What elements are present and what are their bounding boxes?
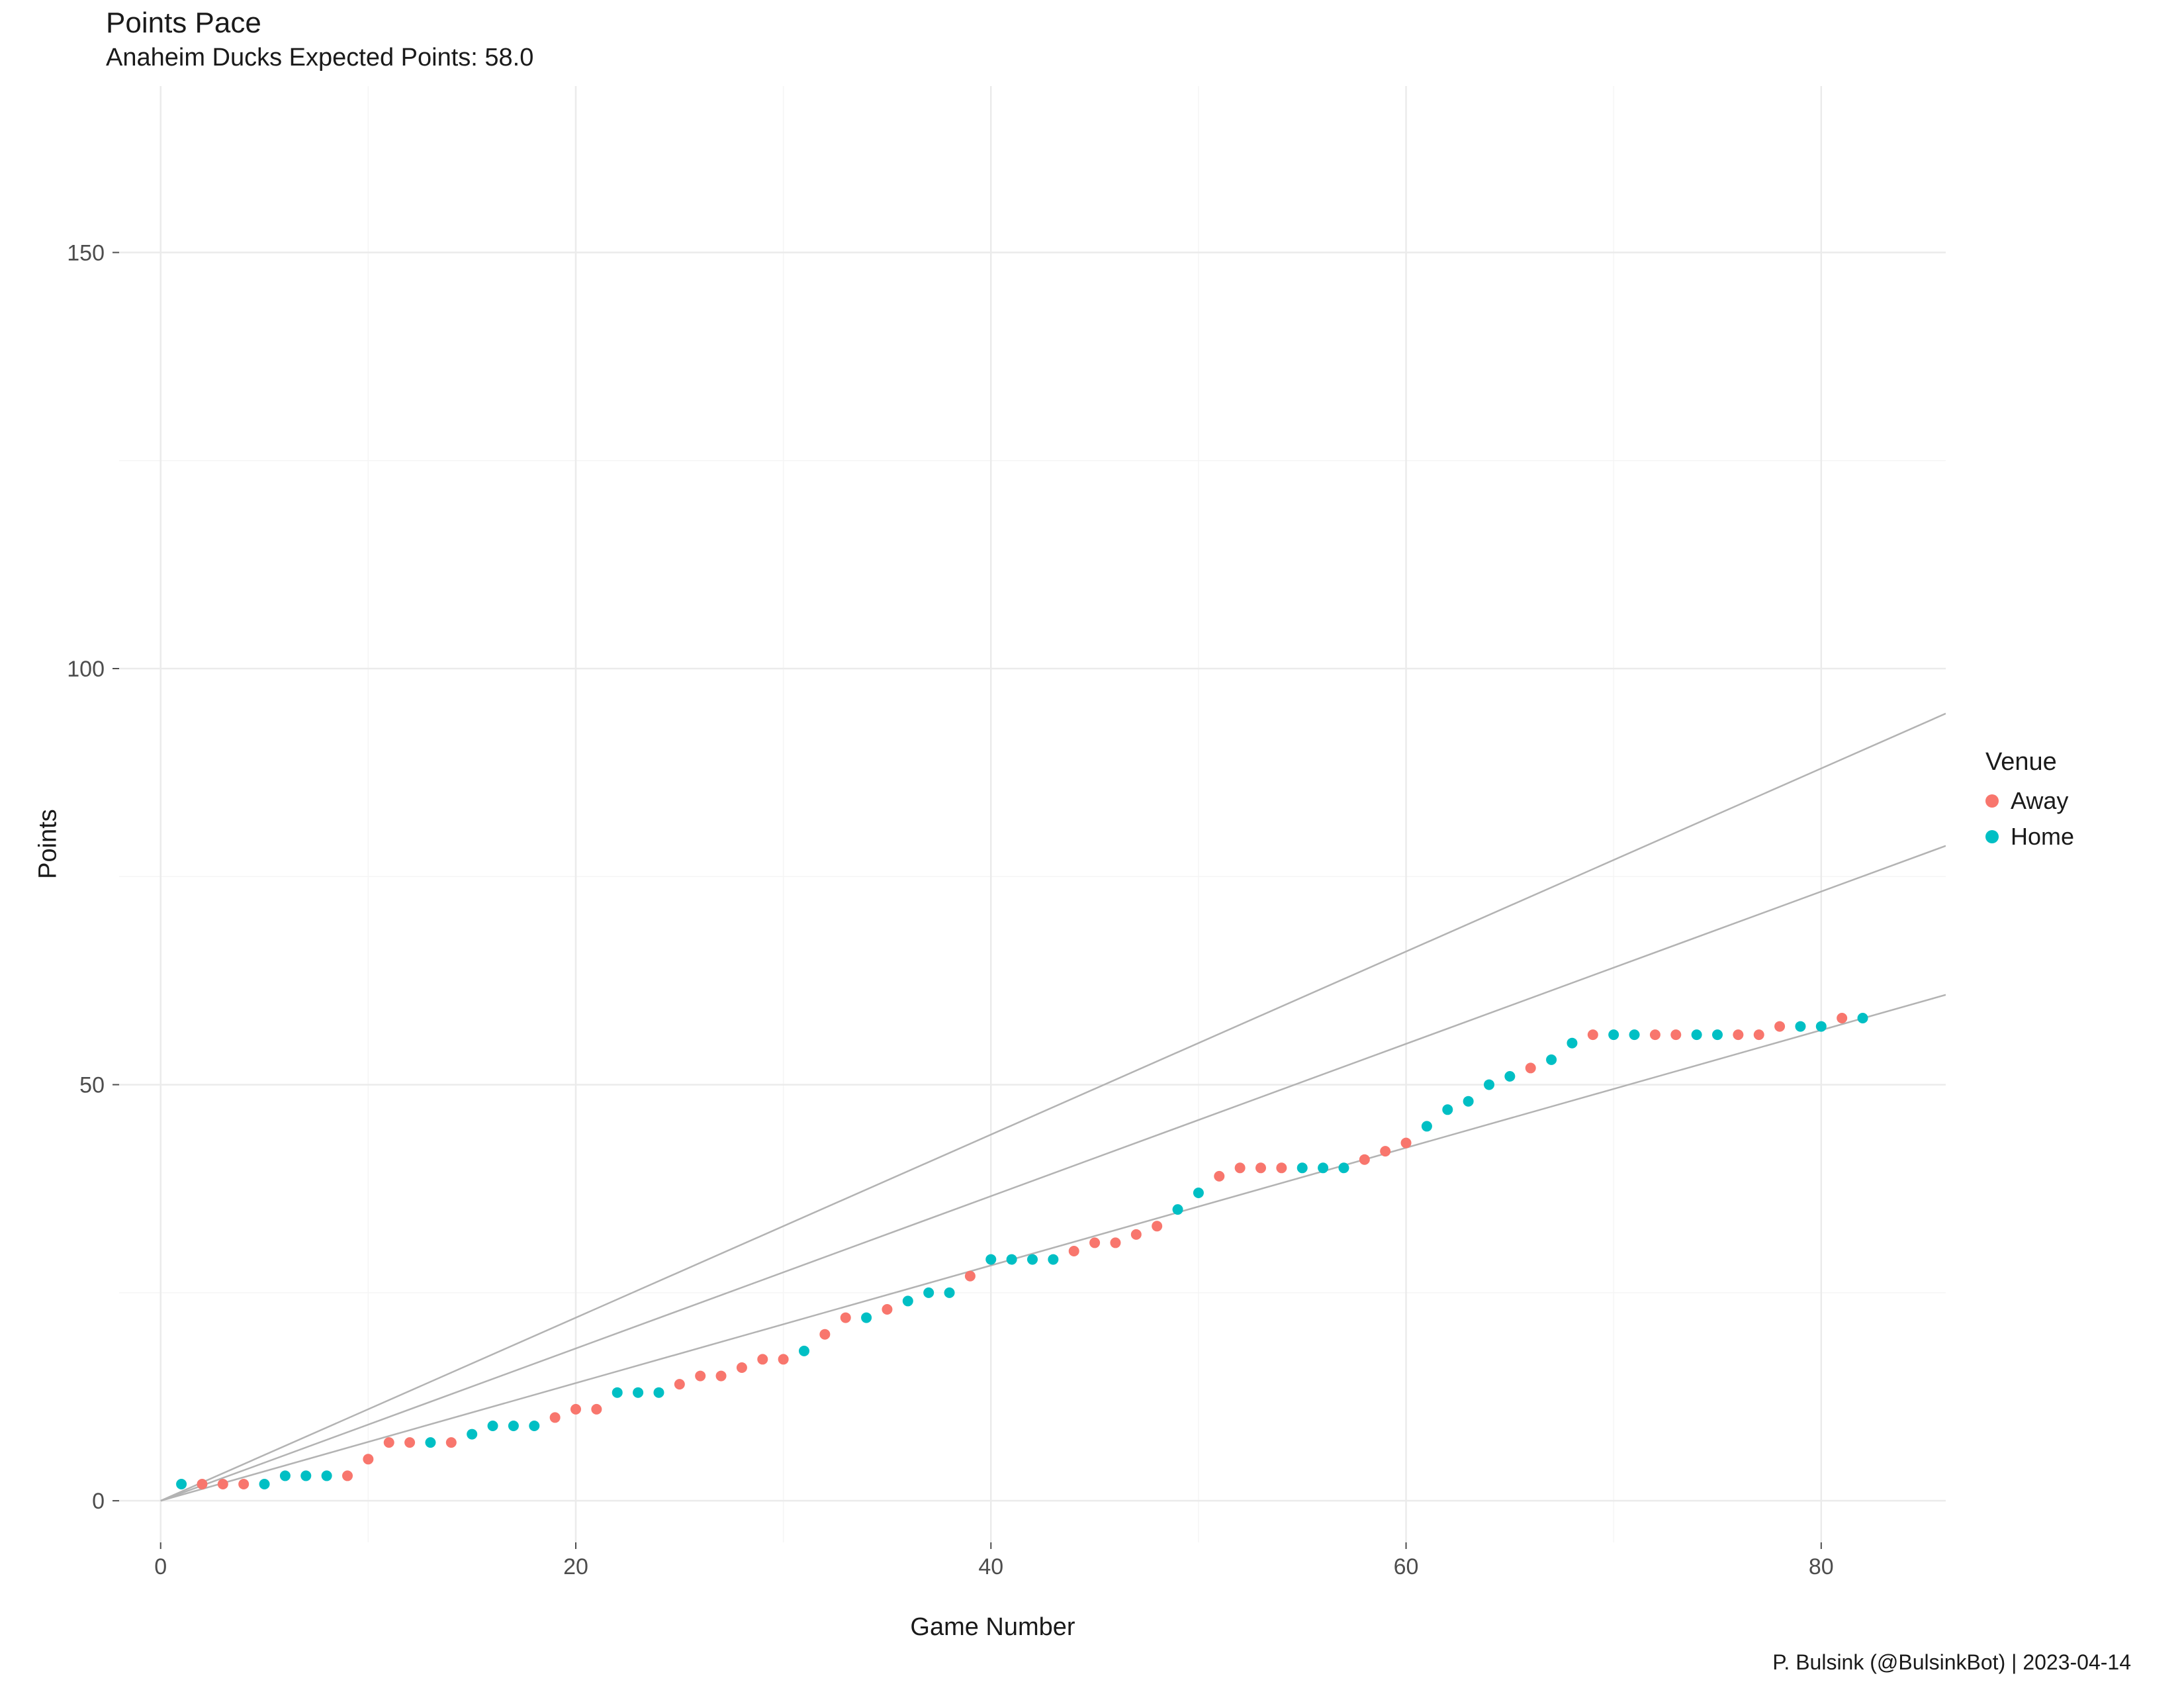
data-point	[1692, 1029, 1702, 1040]
data-point	[1629, 1029, 1640, 1040]
data-point	[861, 1313, 872, 1323]
data-point	[757, 1354, 768, 1364]
x-tick-label: 80	[1809, 1554, 1834, 1579]
x-tick-label: 0	[154, 1554, 167, 1579]
x-tick-label: 60	[1394, 1554, 1419, 1579]
data-point	[1027, 1254, 1038, 1265]
data-point	[1110, 1237, 1120, 1248]
data-point	[985, 1254, 996, 1265]
data-point	[488, 1421, 498, 1431]
data-point	[1152, 1221, 1162, 1231]
data-point	[841, 1313, 851, 1323]
data-point	[1214, 1171, 1224, 1182]
y-tick-label: 50	[79, 1073, 105, 1098]
data-point	[570, 1404, 581, 1415]
data-point	[1422, 1121, 1432, 1131]
data-point	[467, 1429, 477, 1440]
data-point	[1837, 1013, 1847, 1023]
data-point	[1774, 1021, 1785, 1032]
data-point	[1546, 1055, 1557, 1065]
plot-area: 0 20 40 60 80 0 50 100 150	[0, 0, 2184, 1688]
data-point	[1173, 1204, 1183, 1215]
data-point	[218, 1479, 228, 1489]
data-point	[446, 1437, 457, 1448]
data-point	[550, 1412, 561, 1423]
data-point	[1442, 1104, 1453, 1115]
data-point	[1338, 1162, 1349, 1173]
data-point	[799, 1346, 809, 1356]
data-point	[1650, 1029, 1661, 1040]
data-point	[1048, 1254, 1058, 1265]
data-point	[1816, 1021, 1827, 1032]
data-point	[1525, 1062, 1536, 1073]
data-point	[508, 1421, 519, 1431]
data-point	[1484, 1080, 1494, 1090]
data-point	[197, 1479, 207, 1489]
data-point	[1235, 1162, 1246, 1173]
data-point	[965, 1271, 976, 1282]
data-point	[342, 1470, 353, 1481]
data-point	[384, 1437, 394, 1448]
data-point	[280, 1470, 291, 1481]
data-point	[923, 1288, 934, 1298]
data-point	[882, 1304, 892, 1315]
data-point	[1670, 1029, 1681, 1040]
data-point	[695, 1371, 705, 1382]
data-point	[529, 1421, 539, 1431]
data-point	[1380, 1146, 1390, 1156]
data-point	[1276, 1162, 1287, 1173]
data-point	[653, 1387, 664, 1398]
data-point	[1401, 1138, 1412, 1149]
data-point	[1567, 1038, 1577, 1049]
data-point	[903, 1295, 913, 1306]
x-tick-label: 20	[563, 1554, 588, 1579]
data-point	[1131, 1229, 1142, 1240]
data-point	[1255, 1162, 1266, 1173]
data-point	[1733, 1029, 1743, 1040]
data-point	[716, 1371, 727, 1382]
chart-container: Points Pace Anaheim Ducks Expected Point…	[0, 0, 2184, 1688]
data-point	[1069, 1246, 1079, 1256]
data-point	[778, 1354, 789, 1364]
data-point	[674, 1379, 685, 1389]
data-point	[819, 1329, 830, 1340]
data-point	[737, 1362, 747, 1373]
data-point	[1754, 1029, 1764, 1040]
y-tick-label: 150	[67, 240, 105, 265]
data-point	[1318, 1162, 1328, 1173]
y-tick-label: 100	[67, 657, 105, 682]
data-point	[1504, 1071, 1515, 1082]
data-point	[1858, 1013, 1868, 1023]
data-point	[1463, 1096, 1474, 1107]
data-point	[944, 1288, 955, 1298]
data-point	[1193, 1188, 1204, 1198]
y-tick-label: 0	[92, 1489, 105, 1514]
data-point	[633, 1387, 643, 1398]
data-point	[300, 1470, 311, 1481]
data-point	[591, 1404, 602, 1415]
data-point	[1588, 1029, 1598, 1040]
data-point	[1359, 1154, 1370, 1165]
data-point	[238, 1479, 249, 1489]
data-point	[425, 1437, 435, 1448]
data-point	[1007, 1254, 1017, 1265]
data-point	[1089, 1237, 1100, 1248]
x-tick-label: 40	[978, 1554, 1003, 1579]
data-point	[1712, 1029, 1723, 1040]
data-point	[259, 1479, 270, 1489]
data-point	[322, 1470, 332, 1481]
data-point	[1608, 1029, 1619, 1040]
data-point	[1795, 1021, 1805, 1032]
data-point	[176, 1479, 187, 1489]
data-point	[1297, 1162, 1308, 1173]
data-point	[612, 1387, 623, 1398]
data-point	[404, 1437, 415, 1448]
data-point	[363, 1454, 373, 1464]
